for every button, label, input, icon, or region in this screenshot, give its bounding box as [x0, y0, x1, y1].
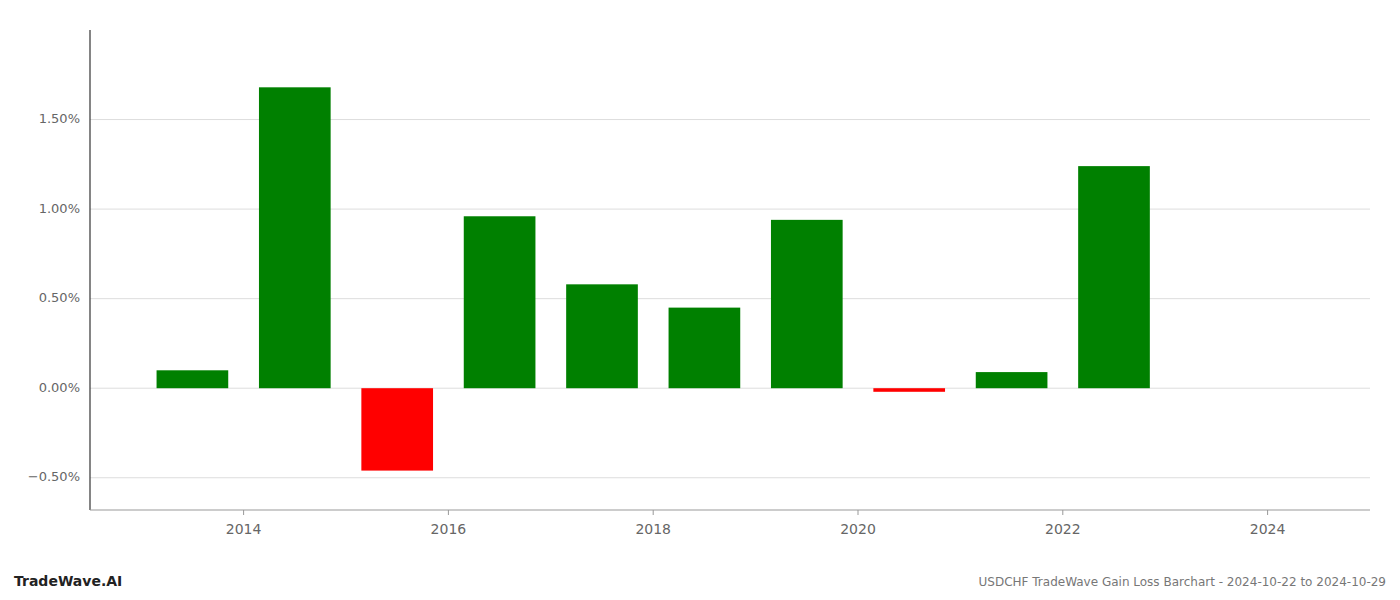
y-tick-label: 1.50% [39, 111, 80, 126]
bar [361, 388, 433, 470]
x-tick-label: 2018 [635, 521, 671, 537]
bar [669, 308, 741, 389]
x-tick [1062, 510, 1063, 515]
bar [464, 216, 536, 388]
y-tick-label: 0.00% [39, 380, 80, 395]
x-tick-label: 2022 [1045, 521, 1081, 537]
footer-left: TradeWave.AI [14, 573, 122, 589]
bars [157, 87, 1150, 470]
x-tick [448, 510, 449, 515]
bar [259, 87, 331, 388]
bar [566, 284, 638, 388]
x-tick [243, 510, 244, 515]
bar [873, 388, 945, 392]
y-axis-line [89, 30, 90, 510]
y-tick-label: 1.00% [39, 201, 80, 216]
x-tick-label: 2024 [1250, 521, 1286, 537]
x-tick-label: 2014 [226, 521, 262, 537]
x-axis-line [90, 510, 1370, 511]
bar [157, 370, 229, 388]
x-tick-label: 2016 [431, 521, 467, 537]
x-axis: 2014 2016 2018 2020 2022 2024 [226, 510, 1286, 537]
bar [771, 220, 843, 388]
bar [976, 372, 1048, 388]
bar [1078, 166, 1150, 388]
y-tick-label: −0.50% [28, 469, 80, 484]
grid-line [90, 477, 1370, 478]
x-tick [1267, 510, 1268, 515]
y-tick-label: 0.50% [39, 290, 80, 305]
y-axis: −0.50% 0.00% 0.50% 1.00% 1.50% [28, 111, 80, 484]
x-tick [858, 510, 859, 515]
chart: −0.50%0.00%0.50%1.00%1.50%20142016201820… [0, 0, 1400, 600]
x-tick-label: 2020 [840, 521, 876, 537]
x-tick [653, 510, 654, 515]
footer-right: USDCHF TradeWave Gain Loss Barchart - 20… [979, 575, 1386, 589]
